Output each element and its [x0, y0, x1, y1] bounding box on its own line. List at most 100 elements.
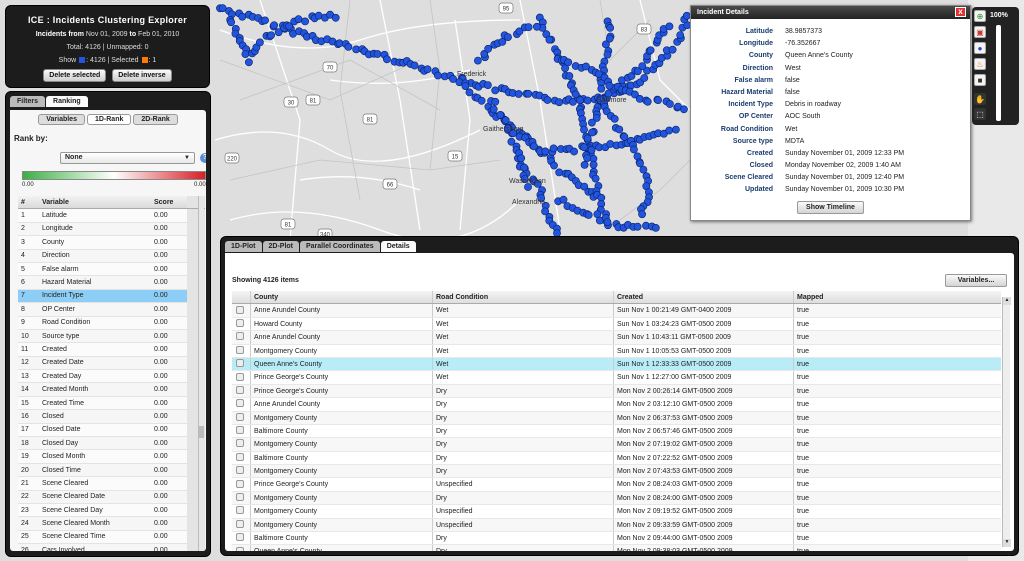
col-variable[interactable]: Variable	[42, 198, 69, 206]
incident-marker[interactable]	[672, 125, 680, 134]
col-number[interactable]: #	[21, 198, 25, 206]
incident-marker[interactable]	[559, 195, 568, 204]
incident-marker[interactable]	[507, 137, 516, 146]
checkbox-icon[interactable]	[236, 412, 244, 421]
checkbox-icon[interactable]	[236, 359, 244, 368]
row-checkbox[interactable]	[232, 452, 250, 463]
cluster-icon[interactable]: ●	[974, 42, 986, 54]
ranking-row[interactable]: 26 Cars Involved 0.00	[18, 544, 205, 551]
incident-marker[interactable]	[595, 70, 603, 78]
tab-ranking[interactable]: Ranking	[46, 96, 88, 107]
row-checkbox[interactable]	[232, 318, 250, 329]
details-scrollbar[interactable]: ▲ ▼	[1002, 297, 1011, 547]
checkbox-icon[interactable]	[236, 426, 244, 435]
row-checkbox[interactable]	[232, 359, 250, 369]
incident-marker[interactable]	[565, 72, 574, 80]
incident-marker[interactable]	[344, 43, 353, 51]
row-checkbox[interactable]	[232, 479, 250, 490]
incident-markers[interactable]	[216, 4, 692, 237]
ranking-row[interactable]: 8 OP Center 0.00	[18, 303, 205, 317]
incident-marker[interactable]	[382, 55, 391, 64]
incident-marker[interactable]	[504, 124, 512, 133]
row-checkbox[interactable]	[232, 439, 250, 449]
incident-marker[interactable]	[504, 33, 512, 41]
incident-marker[interactable]	[638, 210, 646, 219]
incident-marker[interactable]	[588, 118, 596, 127]
incident-marker[interactable]	[638, 62, 647, 70]
incident-marker[interactable]	[541, 147, 550, 156]
panel-icon[interactable]: ■	[974, 74, 986, 86]
row-checkbox[interactable]	[232, 399, 250, 409]
table-row[interactable]: Prince George's County Wet Sun Nov 1 12:27…	[232, 371, 1001, 385]
table-row[interactable]: Montgomery County Wet Sun Nov 1 10:05:53 G…	[232, 344, 1001, 358]
tab-details[interactable]: Details	[380, 241, 416, 252]
row-checkbox[interactable]	[232, 412, 250, 423]
checkbox-icon[interactable]	[236, 546, 244, 551]
incident-marker[interactable]	[520, 163, 529, 172]
table-row[interactable]: Montgomery County Unspecified Mon Nov 2 09…	[232, 505, 1001, 519]
incident-marker[interactable]	[491, 86, 500, 95]
ranking-row[interactable]: 24 Scene Cleared Month 0.00	[18, 517, 205, 531]
incident-marker[interactable]	[517, 154, 526, 163]
subtab-1d-rank[interactable]: 1D-Rank	[86, 114, 132, 125]
checkbox-icon[interactable]	[236, 385, 244, 394]
incident-marker[interactable]	[477, 96, 486, 105]
incident-marker[interactable]	[583, 154, 592, 162]
incident-marker[interactable]	[533, 179, 542, 188]
row-checkbox[interactable]	[232, 305, 250, 316]
table-row[interactable]: Howard County Wet Sun Nov 1 03:24:23 GMT-0…	[232, 317, 1001, 332]
incident-marker[interactable]	[571, 90, 580, 99]
table-row[interactable]: Montgomery County Dry Mon Nov 2 07:43:53 G…	[232, 465, 1001, 479]
checkbox-icon[interactable]	[236, 345, 244, 354]
table-row[interactable]: Prince George's County Unspecified Mon Nov…	[232, 478, 1001, 492]
scroll-down-icon[interactable]: ▼	[1003, 539, 1011, 547]
ranking-row[interactable]: 5 False alarm 0.00	[18, 262, 205, 277]
table-row[interactable]: Prince George's County Dry Mon Nov 2 00:26…	[232, 384, 1001, 399]
table-row[interactable]: Baltimore County Dry Mon Nov 2 09:44:00 GM…	[232, 532, 1001, 546]
incident-marker[interactable]	[498, 38, 507, 46]
help-icon[interactable]: ?	[200, 153, 206, 163]
incident-marker[interactable]	[461, 82, 470, 90]
incident-marker[interactable]	[449, 75, 457, 83]
tab-1d-plot[interactable]: 1D-Plot	[225, 241, 262, 252]
incident-marker[interactable]	[514, 90, 523, 98]
incident-marker[interactable]	[589, 160, 598, 169]
incident-marker[interactable]	[267, 31, 275, 40]
table-row[interactable]: Anne Arundel County Dry Mon Nov 2 03:12:10…	[232, 398, 1001, 412]
incident-marker[interactable]	[668, 45, 677, 54]
incident-marker[interactable]	[555, 168, 564, 177]
incident-marker[interactable]	[615, 125, 624, 134]
delete-inverse-button[interactable]: Delete inverse	[112, 69, 172, 82]
incident-marker[interactable]	[580, 143, 588, 152]
incident-marker[interactable]	[654, 96, 662, 104]
incident-marker[interactable]	[587, 145, 596, 154]
incident-marker[interactable]	[555, 98, 564, 107]
table-row[interactable]: Baltimore County Dry Mon Nov 2 07:22:52 GM…	[232, 451, 1001, 466]
ranking-row[interactable]: 2 Longitude 0.00	[18, 222, 205, 237]
checkbox-icon[interactable]	[236, 479, 244, 488]
incident-marker[interactable]	[583, 134, 592, 143]
incident-marker[interactable]	[584, 211, 593, 219]
select-box-icon[interactable]: ⬚	[974, 108, 986, 120]
incident-marker[interactable]	[294, 15, 303, 24]
row-checkbox[interactable]	[232, 519, 250, 530]
incident-marker[interactable]	[610, 115, 619, 123]
table-row[interactable]: Montgomery County Dry Mon Nov 2 06:37:53 G…	[232, 411, 1001, 425]
ranking-row[interactable]: 20 Closed Time 0.00	[18, 463, 205, 478]
col-score[interactable]: Score	[154, 198, 174, 206]
incident-marker[interactable]	[633, 67, 642, 76]
incident-marker[interactable]	[635, 95, 644, 103]
incident-marker[interactable]	[545, 35, 554, 44]
incident-marker[interactable]	[605, 81, 614, 90]
incident-marker[interactable]	[533, 22, 541, 31]
incident-marker[interactable]	[580, 160, 589, 169]
incident-marker[interactable]	[549, 144, 558, 153]
incident-marker[interactable]	[602, 40, 610, 49]
incident-marker[interactable]	[592, 114, 601, 122]
table-row[interactable]: Baltimore County Dry Mon Nov 2 06:57:46 GM…	[232, 424, 1001, 439]
col-mapped[interactable]: Mapped	[793, 291, 1001, 304]
incident-marker[interactable]	[582, 62, 590, 71]
zoom-slider[interactable]	[996, 25, 1001, 121]
ranking-row[interactable]: 18 Closed Day 0.00	[18, 437, 205, 451]
checkbox-icon[interactable]	[236, 318, 244, 327]
